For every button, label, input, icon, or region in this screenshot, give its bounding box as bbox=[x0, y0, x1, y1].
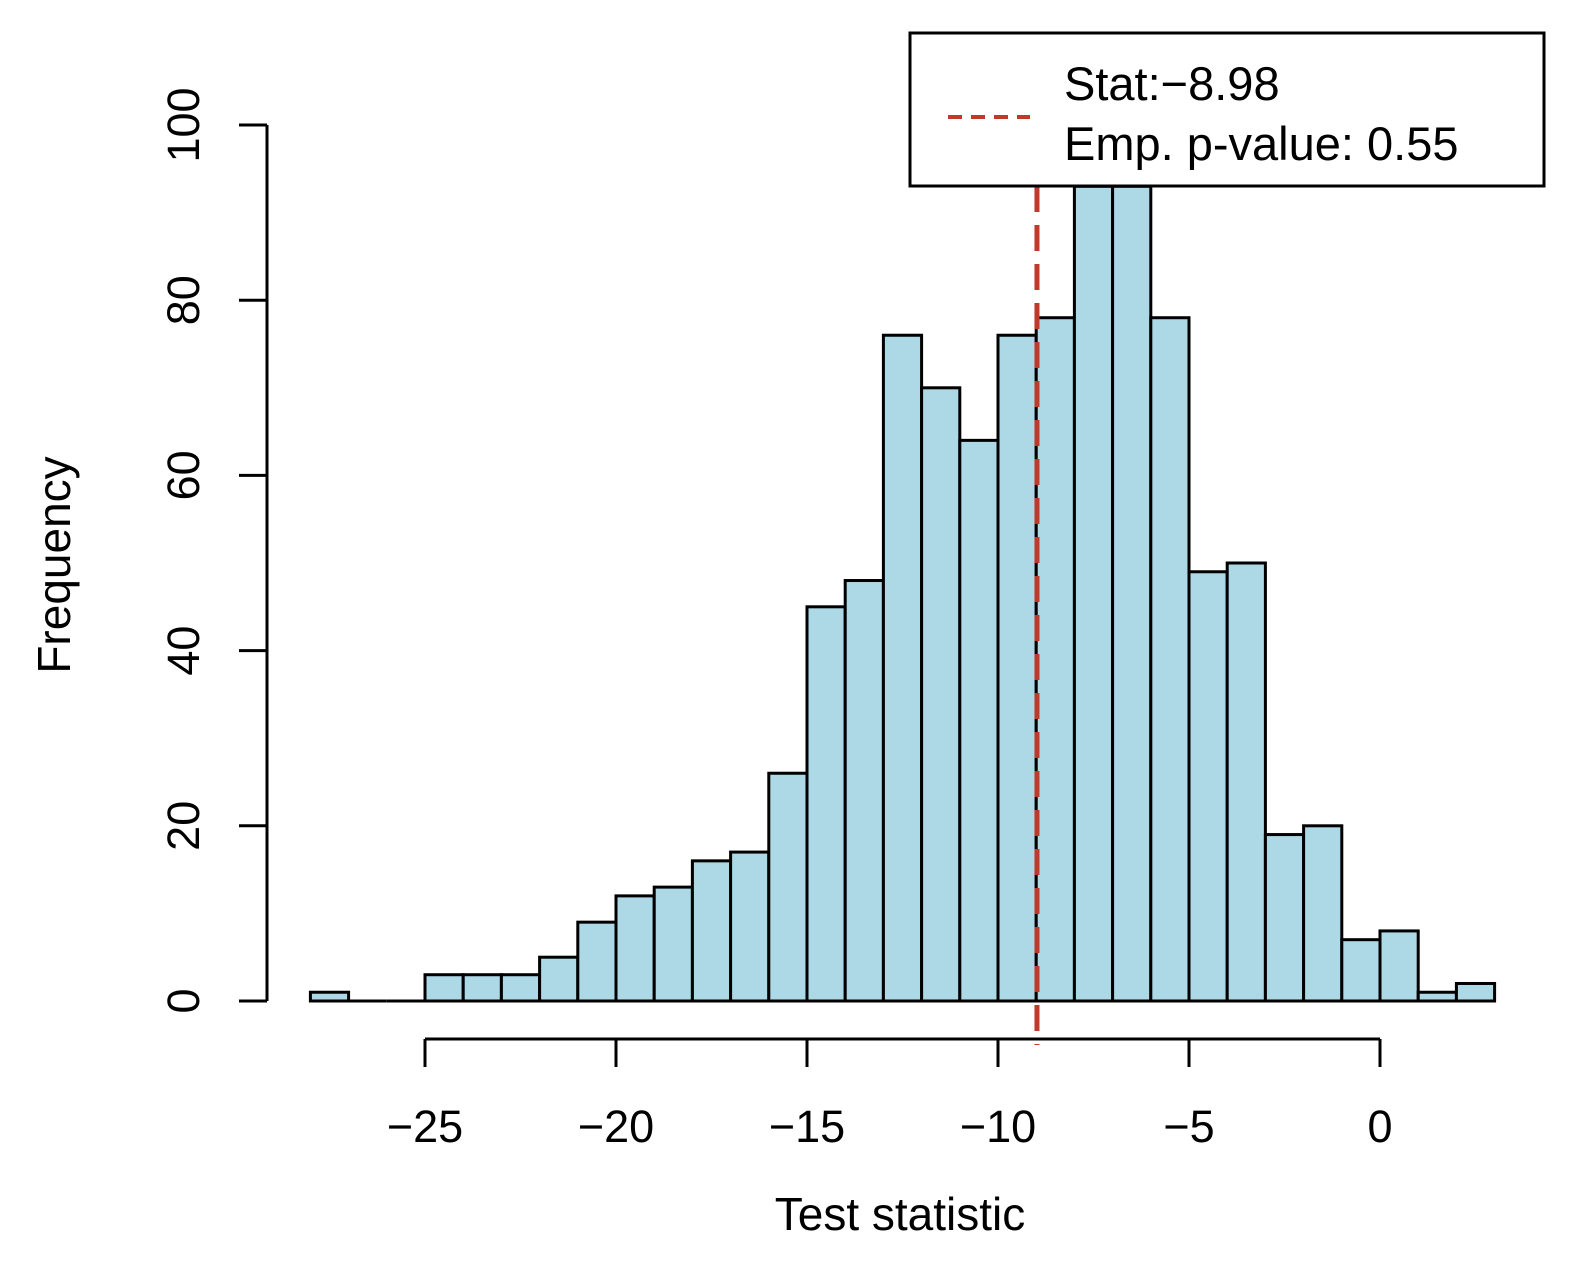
histogram-bar bbox=[843, 579, 885, 1003]
histogram-bar bbox=[1187, 570, 1229, 1003]
y-tick-label: 80 bbox=[158, 275, 209, 325]
histogram-bar bbox=[1378, 929, 1420, 1003]
legend-stat-text: Stat:−8.98 bbox=[1064, 57, 1280, 110]
histogram-bar bbox=[576, 920, 618, 1003]
histogram-bar bbox=[729, 850, 771, 1003]
histogram-bar bbox=[1416, 990, 1458, 1003]
histogram-bar bbox=[1302, 824, 1344, 1003]
x-axis: −25 −20 −15 −10 −5 0 bbox=[387, 1037, 1393, 1152]
x-tick-label: −5 bbox=[1163, 1101, 1214, 1152]
histogram-bar bbox=[1111, 184, 1153, 1003]
x-tick-label: −10 bbox=[960, 1101, 1036, 1152]
histogram-bar bbox=[1263, 833, 1306, 1003]
histogram-bar bbox=[1149, 316, 1191, 1003]
histogram-bar bbox=[690, 859, 733, 1003]
legend-pvalue-text: Emp. p-value: 0.55 bbox=[1064, 117, 1459, 170]
histogram-bar bbox=[958, 438, 1000, 1003]
y-tick-label: 20 bbox=[158, 801, 209, 851]
x-axis-title: Test statistic bbox=[775, 1188, 1026, 1240]
histogram-bar bbox=[996, 333, 1038, 1003]
histogram-bars bbox=[308, 184, 1497, 1003]
histogram-bar bbox=[767, 771, 809, 1003]
y-tick-label: 100 bbox=[158, 87, 209, 162]
y-tick-label: 60 bbox=[158, 450, 209, 500]
histogram-bar bbox=[614, 894, 656, 1003]
y-tick-label: 0 bbox=[158, 988, 209, 1013]
histogram-bar bbox=[1072, 184, 1115, 1003]
y-axis-title: Frequency bbox=[28, 456, 80, 673]
x-tick-label: 0 bbox=[1367, 1101, 1392, 1152]
histogram-bar bbox=[805, 605, 847, 1003]
histogram-bar bbox=[1034, 316, 1076, 1003]
legend: Stat:−8.98 Emp. p-value: 0.55 bbox=[908, 31, 1546, 188]
x-tick-label: −20 bbox=[578, 1101, 654, 1152]
histogram-bar bbox=[1225, 561, 1267, 1003]
histogram-bar bbox=[423, 973, 465, 1003]
histogram-bar bbox=[308, 990, 351, 1003]
x-tick-label: −15 bbox=[769, 1101, 845, 1152]
histogram-bar bbox=[461, 973, 503, 1003]
x-tick-label: −25 bbox=[387, 1101, 463, 1152]
histogram-bar bbox=[920, 386, 962, 1003]
histogram-bar bbox=[538, 955, 580, 1003]
histogram-bar bbox=[652, 885, 694, 1003]
histogram-bar bbox=[1454, 981, 1497, 1003]
histogram-bar bbox=[881, 333, 924, 1003]
histogram-bar bbox=[499, 973, 542, 1003]
legend-box bbox=[908, 31, 1546, 188]
histogram-bar bbox=[1340, 938, 1382, 1003]
y-axis: 0 20 40 60 80 100 bbox=[158, 87, 269, 1014]
y-tick-label: 40 bbox=[158, 626, 209, 676]
